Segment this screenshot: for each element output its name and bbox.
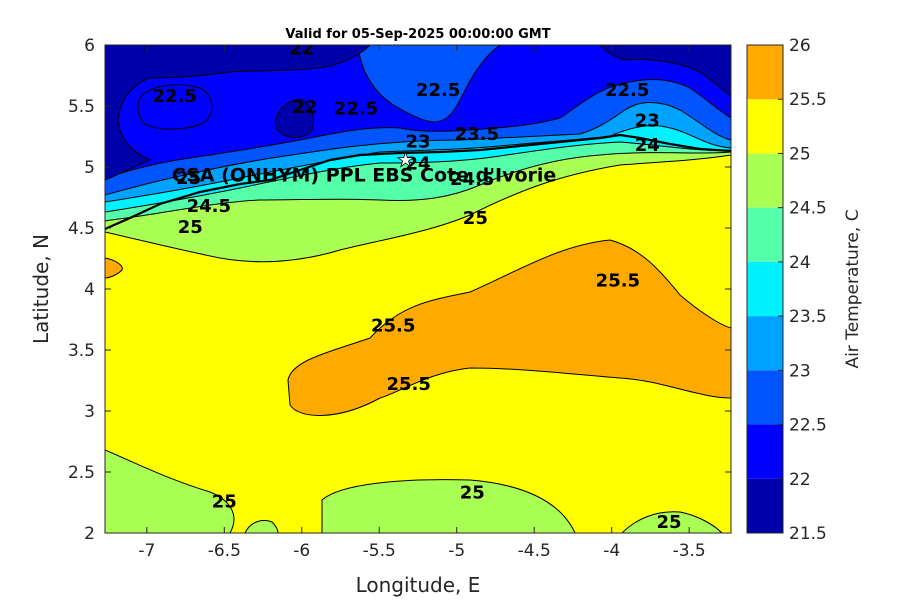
- contour-label: 24.5: [187, 196, 231, 217]
- contour-label: 25: [460, 483, 485, 504]
- colorbar-tick-label: 25: [789, 144, 811, 164]
- contour-label: 22: [289, 39, 314, 60]
- contour-label: 22.5: [153, 86, 197, 107]
- plot-area: [105, 45, 731, 533]
- site-label: CSA (ONHYM) PPL EBS Cote d'Ivorie: [172, 165, 557, 187]
- contour-label: 22.5: [416, 80, 460, 101]
- y-tick-label: 3.5: [68, 341, 95, 361]
- colorbar-swatch: [747, 45, 783, 100]
- y-axis-label: Latitude, N: [29, 234, 53, 344]
- region-25.5-left-bump: [105, 257, 123, 279]
- contour-label: 25.5: [386, 374, 430, 395]
- region-24.5-25-south-right: [621, 511, 723, 533]
- contour-label: 25.5: [596, 270, 640, 291]
- x-tick-label: -4: [603, 541, 620, 561]
- contour-label: 25: [176, 168, 201, 189]
- contour-label: 24: [635, 135, 660, 156]
- y-tick-label: 5: [84, 158, 95, 178]
- x-tick-label: -6: [293, 541, 310, 561]
- x-tick-label: -6.5: [208, 541, 241, 561]
- contour-label: 23: [635, 111, 660, 132]
- colorbar-tick-label: 23: [789, 361, 811, 381]
- region-24.5-25-south: [105, 449, 235, 533]
- contour-label: 25: [178, 217, 203, 238]
- contour-label: 25.5: [371, 316, 415, 337]
- colorbar-tick-label: 22: [789, 470, 811, 490]
- contour-label: 25: [463, 208, 488, 229]
- colorbar-tick-label: 26: [789, 36, 811, 56]
- colorbar-tick-label: 21.5: [789, 524, 827, 544]
- contour-label: 25: [656, 512, 681, 533]
- colorbar-frame: [746, 44, 784, 534]
- chart-title: Valid for 05-Sep-2025 00:00:00 GMT: [285, 27, 550, 42]
- x-tick-label: -5: [448, 541, 465, 561]
- colorbar-swatch: [747, 316, 783, 371]
- region-22-22.5-nw-pocket: [137, 84, 213, 130]
- y-tick-label: 2: [84, 524, 95, 544]
- colorbar-swatch: [747, 207, 783, 262]
- contour-label: 23.5: [455, 124, 499, 145]
- x-tick-label: -7: [138, 541, 155, 561]
- colorbar: 21.5 22 22.5 23 23.5 24 24.5 25 25.5 26: [746, 36, 827, 544]
- colorbar-tick-label: 24.5: [789, 199, 827, 219]
- x-axis: -7 -6.5 -6 -5.5 -5 -4.5 -4 -3.5: [138, 45, 706, 561]
- y-tick-label: 4.5: [68, 219, 95, 239]
- colorbar-swatch: [747, 424, 783, 479]
- colorbar-tick-label: 22.5: [789, 416, 827, 436]
- contour-label: 24: [405, 153, 430, 174]
- contour-label: 22.5: [605, 80, 649, 101]
- colorbar-swatch: [747, 99, 783, 154]
- y-tick-label: 6: [84, 36, 95, 56]
- contour-label: 24.5: [450, 169, 494, 190]
- contour-label: 22.5: [334, 98, 378, 119]
- region-21.5-22-nw: [105, 45, 371, 181]
- region-22.5-tongue: [358, 45, 501, 123]
- coastline: [105, 133, 731, 231]
- region-21.5-22-ne: [599, 45, 731, 97]
- y-tick-label: 4: [84, 280, 95, 300]
- region-24.5-25-south-small: [244, 519, 279, 533]
- y-tick-label: 2.5: [68, 463, 95, 483]
- site-annotation: ★ CSA (ONHYM) PPL EBS Cote d'Ivorie: [172, 147, 557, 187]
- y-tick-label: 3: [84, 402, 95, 422]
- site-star-icon: ★: [397, 148, 415, 172]
- colorbar-tick-label: 25.5: [789, 90, 827, 110]
- region-24.5-25-south-mid: [321, 479, 576, 533]
- x-tick-label: -3.5: [673, 541, 706, 561]
- y-axis: 22.533.544.555.56: [68, 36, 731, 544]
- colorbar-tick-label: 23.5: [789, 307, 827, 327]
- colorbar-swatch: [747, 153, 783, 208]
- y-tick-label: 5.5: [68, 97, 95, 117]
- colorbar-label: Air Temperature, C: [843, 209, 863, 368]
- region-25.5-26: [287, 239, 731, 416]
- x-axis-label: Longitude, E: [356, 573, 481, 597]
- colorbar-swatch: [747, 370, 783, 425]
- x-tick-label: -4.5: [518, 541, 551, 561]
- colorbar-swatch: [747, 478, 783, 533]
- colorbar-swatch: [747, 261, 783, 317]
- contour-label: 22: [292, 97, 317, 118]
- contour-label: 23: [405, 131, 430, 152]
- x-tick-label: -5.5: [363, 541, 396, 561]
- colorbar-tick-label: 24: [789, 253, 811, 273]
- region-21.5-22-patch: [274, 99, 315, 138]
- contour-label: 25: [212, 491, 237, 512]
